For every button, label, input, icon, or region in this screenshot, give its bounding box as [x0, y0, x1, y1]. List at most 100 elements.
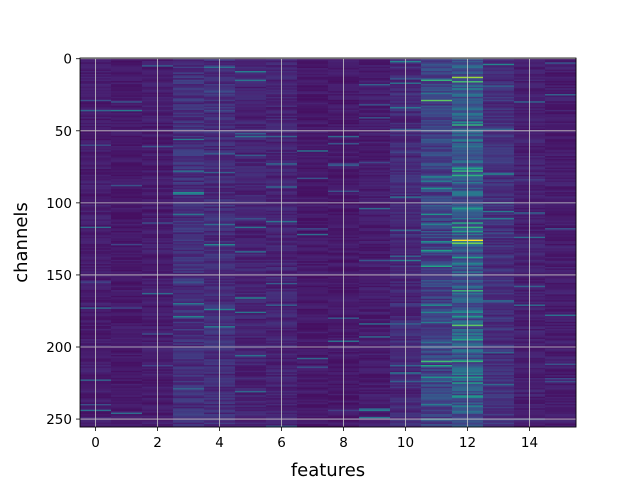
- heatmap-cell: [235, 213, 267, 216]
- heatmap-cell: [421, 144, 453, 147]
- heatmap-cell: [111, 59, 143, 62]
- heatmap-cell: [545, 89, 577, 92]
- heatmap-cell: [359, 248, 391, 251]
- heatmap-cell: [111, 380, 143, 383]
- heatmap-cell: [545, 167, 577, 170]
- heatmap-cell: [173, 330, 205, 333]
- heatmap-cell: [111, 421, 143, 424]
- heatmap-cell: [235, 336, 267, 339]
- heatmap-cell: [483, 151, 515, 154]
- heatmap-cell: [297, 308, 329, 311]
- heatmap-cell: [235, 199, 267, 202]
- heatmap-cell: [421, 339, 453, 341]
- heatmap-cell: [359, 193, 391, 196]
- heatmap-cell: [235, 259, 267, 262]
- heatmap-cell: [545, 336, 577, 339]
- heatmap-cell: [173, 341, 205, 344]
- heatmap-cell: [359, 277, 391, 279]
- heatmap-cell: [297, 102, 329, 105]
- heatmap-cell: [421, 294, 453, 297]
- heatmap-cell: [483, 275, 515, 278]
- heatmap-cell: [173, 210, 205, 213]
- heatmap-cell: [173, 167, 205, 170]
- heatmap-cell: [111, 307, 143, 310]
- heatmap-cell: [297, 370, 329, 373]
- heatmap-cell: [545, 262, 577, 265]
- heatmap-cell: [545, 399, 577, 402]
- heatmap-cell: [545, 145, 577, 148]
- heatmap-cell: [545, 261, 577, 264]
- heatmap-cell: [235, 349, 267, 351]
- heatmap-cell: [235, 181, 267, 184]
- heatmap-cell: [359, 200, 391, 203]
- heatmap-cell: [545, 269, 577, 272]
- heatmap-cell: [111, 377, 143, 380]
- heatmap-cell: [111, 271, 143, 274]
- heatmap-cell: [545, 111, 577, 114]
- heatmap-cell: [173, 277, 205, 279]
- heatmap-cell: [545, 376, 577, 379]
- heatmap-cell: [545, 258, 577, 261]
- heatmap-cell: [173, 62, 205, 65]
- heatmap-cell: [483, 308, 515, 311]
- heatmap-cell: [359, 183, 391, 186]
- heatmap-cell: [421, 251, 453, 253]
- heatmap-cell: [359, 170, 391, 173]
- heatmap-cell: [545, 337, 577, 340]
- heatmap-cell: [483, 264, 515, 266]
- heatmap-cell: [111, 317, 143, 320]
- heatmap-cell: [421, 141, 453, 144]
- heatmap-cell: [421, 369, 453, 372]
- heatmap-cell: [359, 382, 391, 385]
- y-tick-label: 150: [46, 268, 72, 284]
- heatmap-cell: [297, 143, 329, 145]
- heatmap-cell: [111, 236, 143, 239]
- heatmap-cell: [235, 331, 267, 334]
- heatmap-cell: [483, 73, 515, 76]
- heatmap-cell: [359, 226, 391, 229]
- heatmap-cell: [111, 190, 143, 193]
- heatmap-cell: [235, 305, 267, 308]
- heatmap-cell: [545, 135, 577, 138]
- heatmap-cell: [173, 258, 205, 261]
- heatmap-cell: [297, 153, 329, 155]
- heatmap-cell: [421, 305, 453, 308]
- heatmap-cell: [111, 255, 143, 258]
- heatmap-cell: [173, 179, 205, 181]
- heatmap-cell: [173, 124, 205, 127]
- heatmap-cell: [235, 310, 267, 313]
- heatmap-cell: [483, 369, 515, 372]
- heatmap-cell: [111, 259, 143, 262]
- heatmap-cell: [359, 363, 391, 366]
- heatmap-cell: [297, 63, 329, 66]
- heatmap-cell: [483, 119, 515, 122]
- heatmap-cell: [173, 207, 205, 210]
- heatmap-cell: [111, 183, 143, 186]
- heatmap-cell: [545, 102, 577, 105]
- heatmap-cell: [359, 60, 391, 63]
- heatmap-cell: [111, 65, 143, 68]
- heatmap-cell: [359, 230, 391, 233]
- heatmap-cell: [173, 104, 205, 106]
- heatmap-cell: [111, 316, 143, 318]
- heatmap-cell: [483, 205, 515, 207]
- heatmap-cell: [173, 303, 205, 305]
- heatmap-cell: [545, 164, 577, 167]
- heatmap-cell: [483, 372, 515, 375]
- heatmap-cell: [235, 212, 267, 215]
- heatmap-cell: [359, 128, 391, 131]
- heatmap-cell: [111, 252, 143, 255]
- heatmap-cell: [483, 186, 515, 189]
- heatmap-cell: [111, 305, 143, 308]
- heatmap-cell: [359, 199, 391, 202]
- heatmap-cell: [297, 350, 329, 353]
- heatmap-cell: [483, 311, 515, 314]
- heatmap-cell: [545, 226, 577, 229]
- heatmap-cell: [111, 161, 143, 164]
- heatmap-cell: [173, 144, 205, 147]
- heatmap-cell: [545, 151, 577, 154]
- heatmap-cell: [483, 409, 515, 412]
- heatmap-cell: [545, 271, 577, 274]
- heatmap-cell: [297, 163, 329, 166]
- heatmap-cell: [235, 94, 267, 96]
